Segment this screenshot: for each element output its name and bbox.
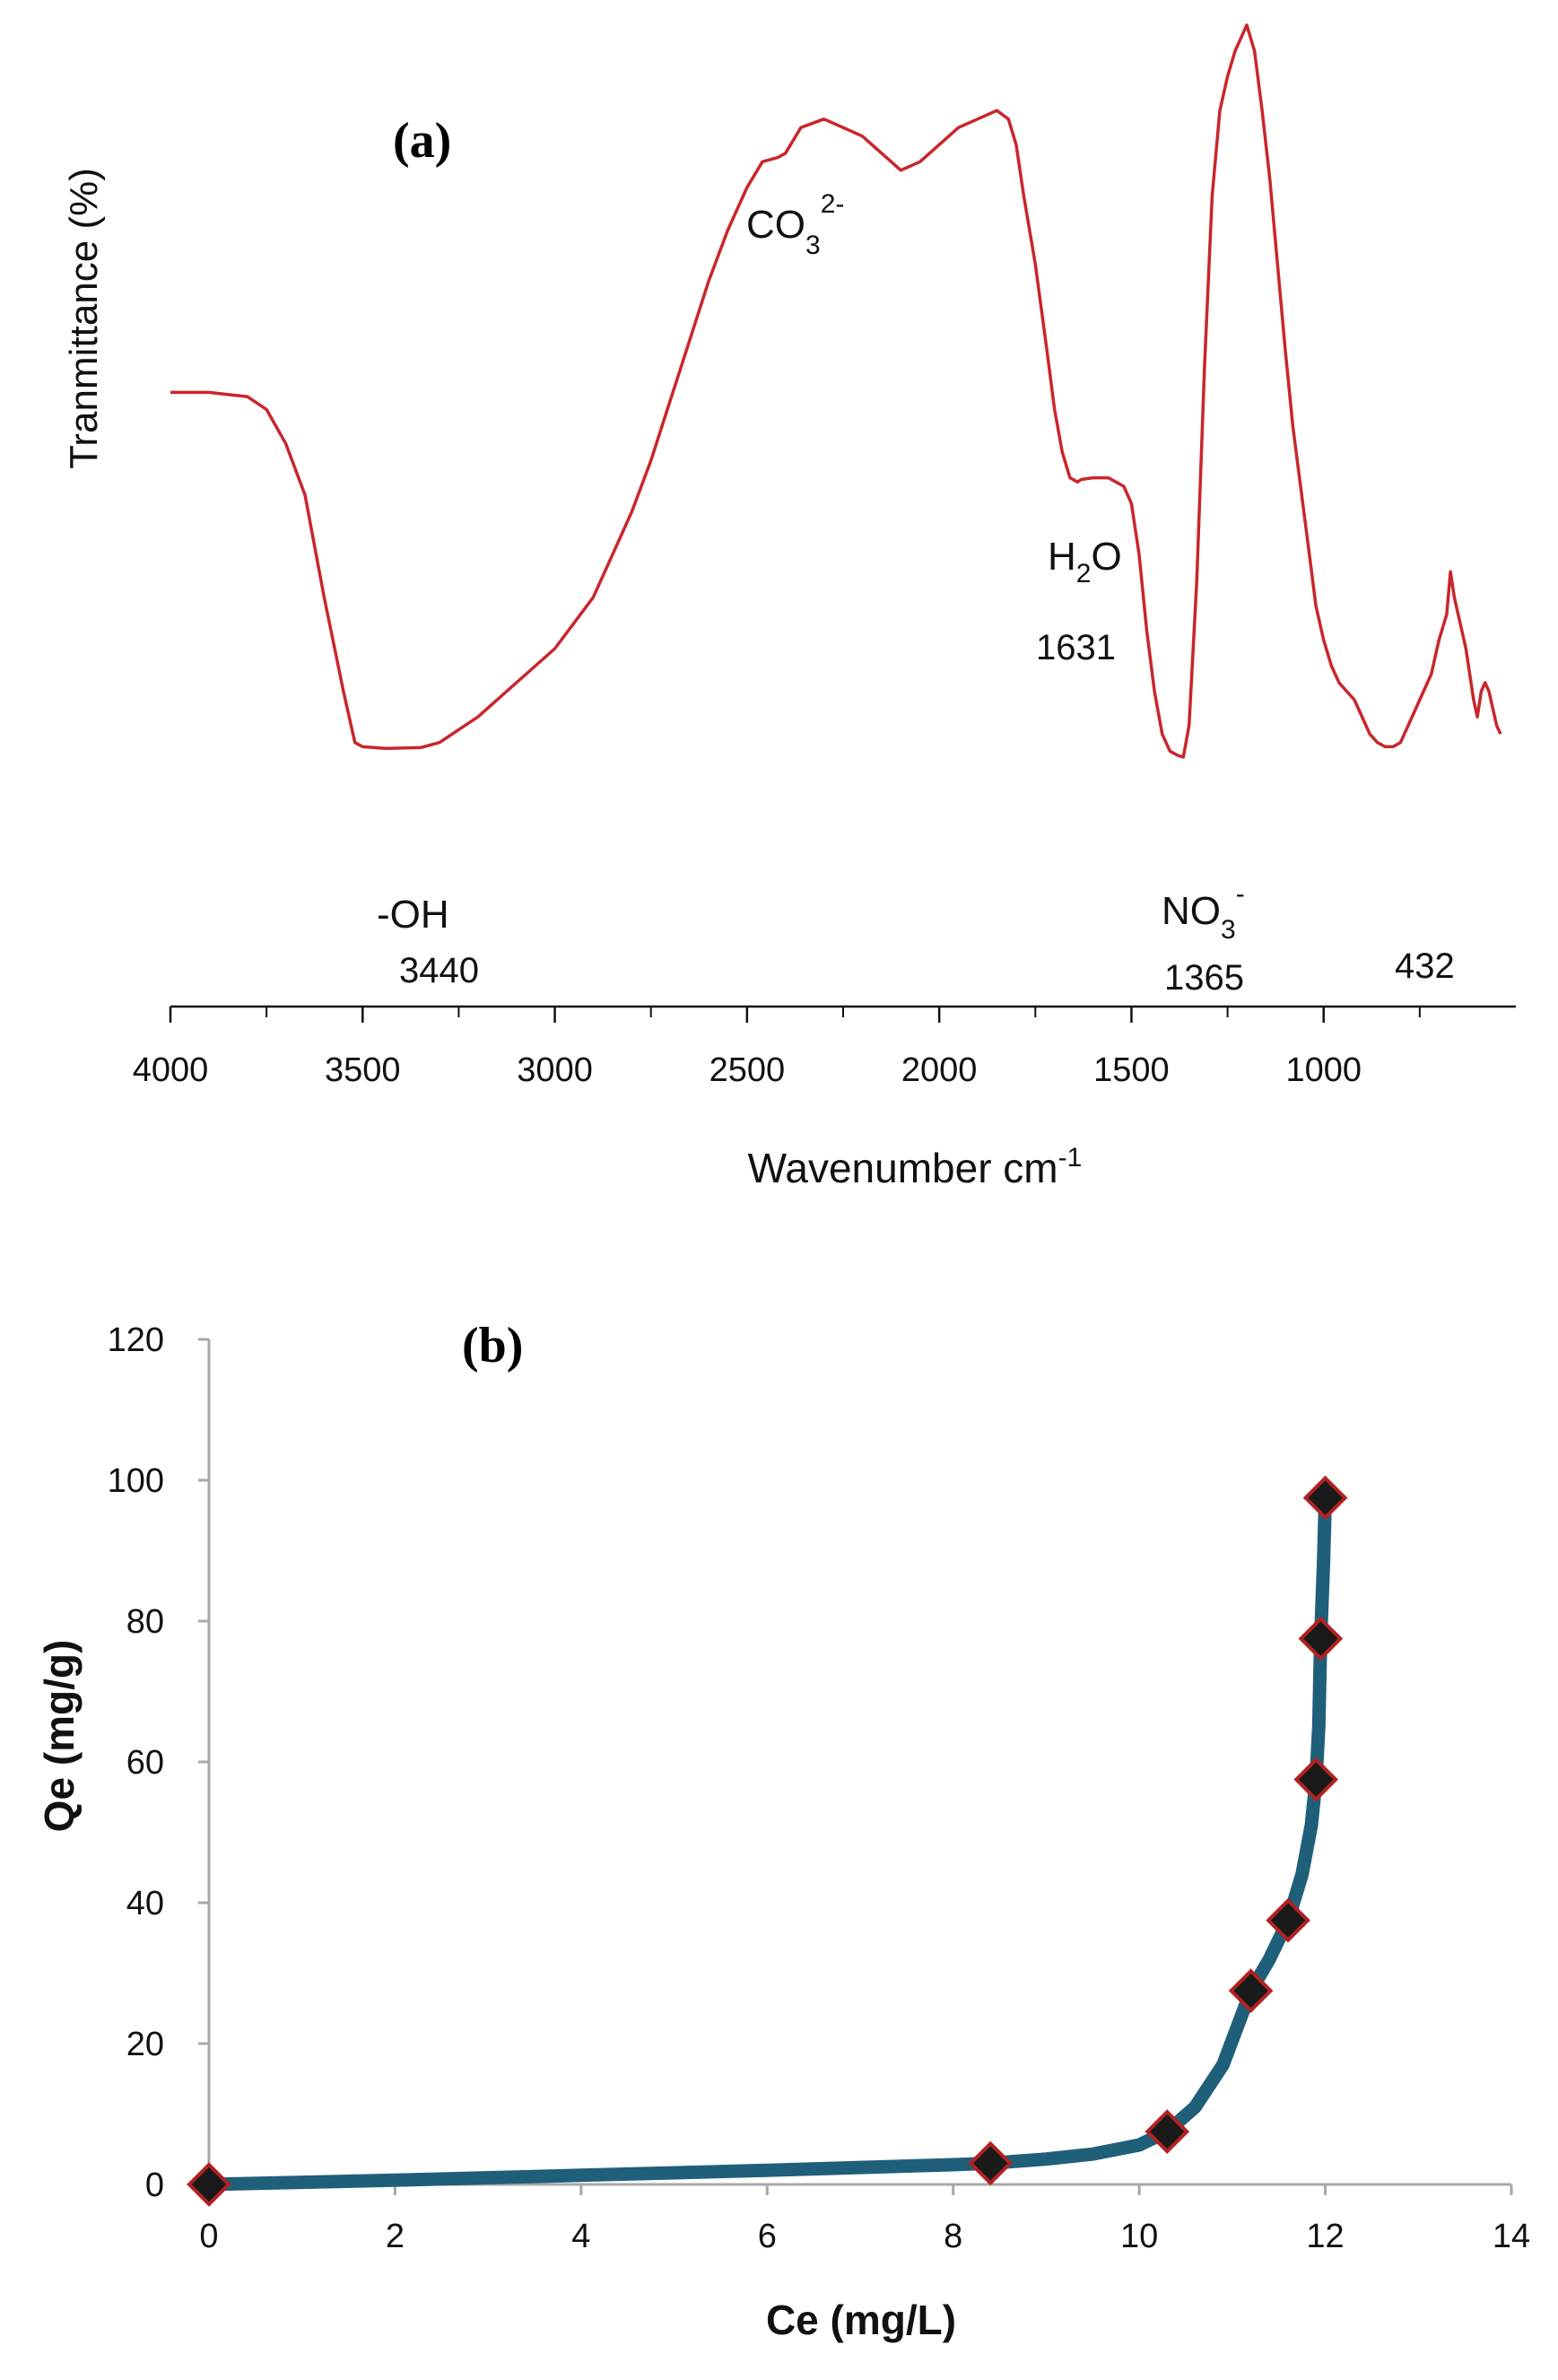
annotation-h2o-number: 1631 — [1036, 628, 1116, 667]
annotation-co3: CO32- — [746, 189, 844, 260]
panel-a-xlabel: Wavenumber cm-1 — [748, 1143, 1083, 1191]
panel-b-x-tick-label: 0 — [199, 2218, 218, 2255]
panel-b-x-tick-label: 2 — [386, 2218, 405, 2255]
panel-b-y-tick-label: 40 — [126, 1885, 164, 1922]
panel-a-ylabel: Tranmittance (%) — [62, 168, 106, 469]
panel-b-xlabel: Ce (mg/L) — [766, 2297, 956, 2343]
panel-a-x-tick-label: 3500 — [325, 1051, 401, 1089]
panel-b-data-points — [187, 1475, 1348, 2207]
annotation-h2o: H2O — [1048, 535, 1122, 588]
panel-b-data-point — [187, 2162, 231, 2207]
panel-a-x-tick-label: 4000 — [133, 1051, 209, 1089]
panel-b-y-tick-label: 100 — [108, 1462, 164, 1500]
panel-b-y-tick-label: 0 — [145, 2166, 164, 2204]
panel-b-data-point — [1302, 1475, 1348, 1521]
panel-b-x-tick-label: 8 — [944, 2218, 962, 2255]
annotation-oh-number: 3440 — [399, 951, 479, 990]
panel-b-x-tick-label: 4 — [571, 2218, 590, 2255]
panel-b-y-tick-label: 20 — [126, 2026, 164, 2063]
panel-b-x-tick-label: 12 — [1306, 2218, 1344, 2255]
panel-b-ylabel: Qe (mg/g) — [36, 1640, 83, 1833]
annotation-432-number: 432 — [1395, 946, 1455, 986]
panel-b-x-tick-label: 14 — [1493, 2218, 1530, 2255]
panel-b-label: (b) — [462, 1318, 523, 1373]
panel-a-ftir-spectrum: (a) Tranmittance (%) 4000 3500 3000 2500 200… — [62, 23, 1516, 1191]
panel-b-fit-curve — [202, 1491, 1333, 2192]
annotation-oh: -OH — [377, 893, 449, 937]
panel-a-spectrum-line — [170, 23, 1502, 759]
annotation-no3-number: 1365 — [1164, 958, 1244, 998]
panel-b-data-point — [1298, 1616, 1344, 1661]
panel-a-x-tick-label: 1000 — [1285, 1051, 1362, 1089]
panel-a-x-tick-label: 2500 — [709, 1051, 786, 1089]
panel-b-ticks: 0 2 4 6 8 10 12 14 0 20 40 60 80 100 120 — [108, 1321, 1531, 2255]
panel-b-isotherm: (b) 0 2 4 6 8 10 12 14 0 20 40 60 80 100 120 Ce (mg/L)… — [36, 1318, 1530, 2343]
panel-b-y-tick-label: 120 — [108, 1321, 164, 1359]
panel-b-y-tick-label: 80 — [126, 1603, 164, 1641]
annotation-no3: NO3- — [1162, 879, 1245, 945]
panel-a-x-tick-label: 1500 — [1093, 1051, 1170, 1089]
panel-b-data-point — [1228, 1968, 1274, 2013]
panel-b-data-point — [1145, 2109, 1190, 2154]
panel-a-x-tick-label: 3000 — [517, 1051, 593, 1089]
panel-b-y-tick-label: 60 — [126, 1744, 164, 1782]
panel-b-x-tick-label: 10 — [1120, 2218, 1158, 2255]
panel-b-data-point — [1293, 1757, 1339, 1802]
panel-b-data-point — [1266, 1897, 1310, 1943]
panel-a-label: (a) — [393, 113, 451, 169]
panel-b-data-point — [968, 2140, 1014, 2186]
panel-b-x-tick-label: 6 — [758, 2218, 777, 2255]
panel-a-x-tick-label: 2000 — [901, 1051, 978, 1089]
panel-a-x-ticks: 4000 3500 3000 2500 2000 1500 1000 — [133, 1007, 1421, 1089]
